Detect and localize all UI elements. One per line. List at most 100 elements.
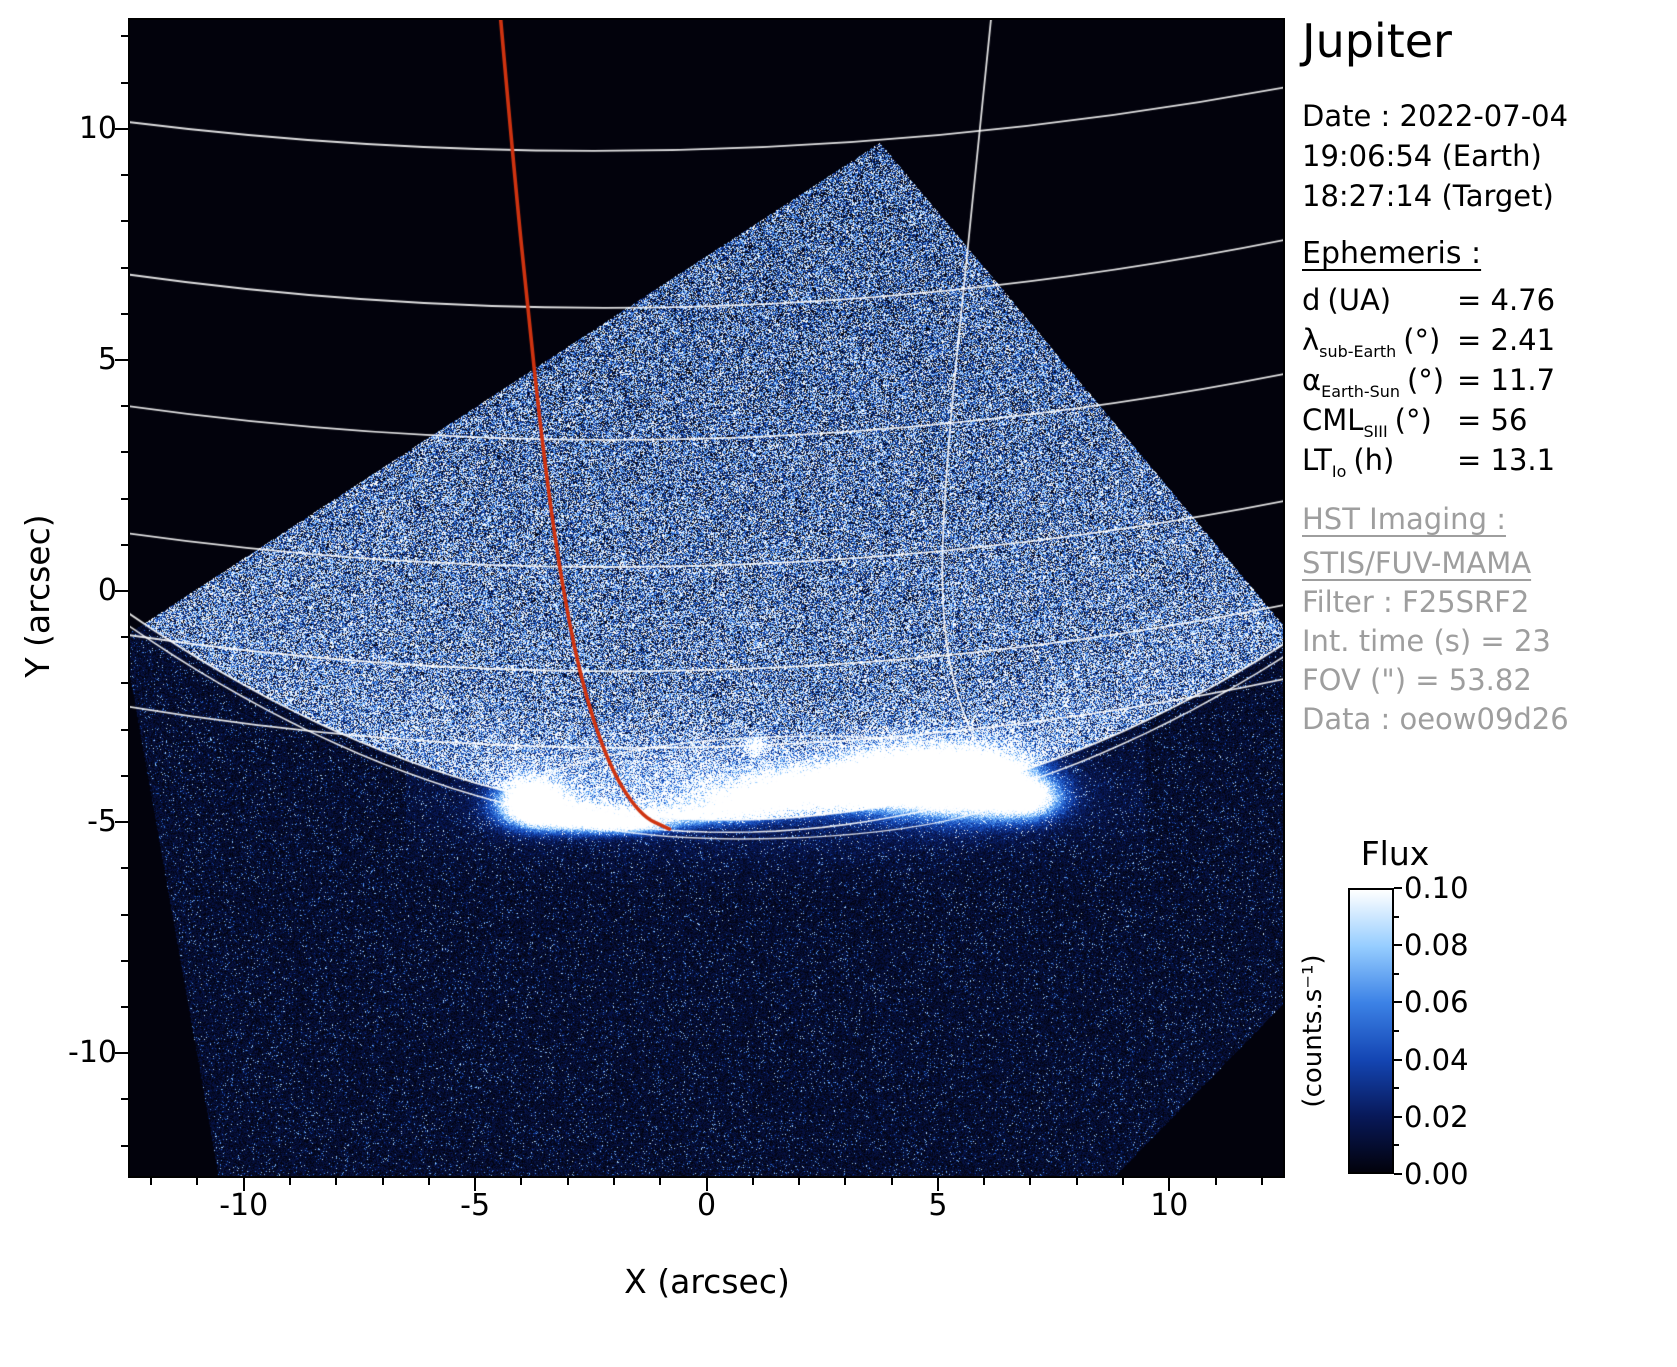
x-tick xyxy=(1214,1178,1217,1185)
x-tick xyxy=(1168,1178,1171,1191)
x-tick xyxy=(844,1178,847,1185)
page-title: Jupiter xyxy=(1302,14,1452,68)
x-tick xyxy=(890,1178,893,1185)
colorbar-minor-tick xyxy=(1394,1087,1399,1090)
y-tick xyxy=(121,867,128,870)
y-tick xyxy=(121,81,128,84)
ephemeris-label: LTIo (h) xyxy=(1302,443,1395,481)
colorbar-tick xyxy=(1394,1058,1402,1061)
y-tick xyxy=(121,35,128,38)
y-tick xyxy=(121,451,128,454)
colorbar-tick-label: 0.10 xyxy=(1404,871,1469,905)
colorbar-minor-tick xyxy=(1394,1144,1399,1147)
x-tick xyxy=(566,1178,569,1185)
x-tick xyxy=(983,1178,986,1185)
x-tick xyxy=(520,1178,523,1185)
y-tick xyxy=(121,959,128,962)
colorbar-tick-label: 0.08 xyxy=(1404,928,1469,963)
x-tick-label: 10 xyxy=(1150,1188,1189,1223)
hst-imaging-heading: HST Imaging : xyxy=(1302,502,1506,536)
time-target-line: 18:27:14 (Target) xyxy=(1302,179,1554,213)
time-earth-line: 19:06:54 (Earth) xyxy=(1302,139,1542,173)
x-tick xyxy=(705,1178,708,1191)
x-tick xyxy=(1122,1178,1125,1185)
ephemeris-label: d (UA) xyxy=(1302,283,1392,317)
x-tick-label: -5 xyxy=(460,1188,491,1223)
jupiter-fuv-image xyxy=(128,18,1285,1178)
x-tick xyxy=(474,1178,477,1191)
x-tick xyxy=(936,1178,939,1191)
ephemeris-value: = 2.41 xyxy=(1457,323,1556,357)
y-tick-label: -10 xyxy=(68,1035,117,1071)
y-tick xyxy=(121,1006,128,1008)
ephemeris-label: αEarth-Sun (°) xyxy=(1302,363,1445,401)
colorbar-gradient xyxy=(1348,888,1394,1174)
x-tick xyxy=(288,1178,291,1185)
hst-filter: Filter : F25SRF2 xyxy=(1302,585,1530,619)
colorbar-tick-label: 0.04 xyxy=(1404,1042,1469,1077)
x-tick xyxy=(751,1178,754,1185)
x-tick xyxy=(242,1178,245,1191)
x-tick xyxy=(381,1178,384,1185)
y-tick xyxy=(115,590,128,593)
x-tick-label: -10 xyxy=(219,1188,269,1223)
colorbar-tick-label: 0.00 xyxy=(1404,1157,1469,1191)
y-tick xyxy=(121,1144,128,1147)
y-tick-label: -5 xyxy=(87,804,117,840)
ephemeris-heading: Ephemeris : xyxy=(1302,236,1482,271)
ephemeris-label: λsub-Earth (°) xyxy=(1302,323,1441,361)
y-tick xyxy=(121,266,128,269)
ephemeris-row-cml: CMLSIII (°) = 56 xyxy=(1302,400,1555,441)
y-tick xyxy=(121,543,128,546)
y-tick xyxy=(121,405,128,408)
x-tick xyxy=(1029,1178,1032,1185)
y-tick xyxy=(121,728,128,731)
ephemeris-value: = 56 xyxy=(1457,403,1528,437)
colorbar-tick xyxy=(1394,1001,1402,1004)
x-tick-label: 5 xyxy=(928,1188,948,1223)
y-tick-label: 0 xyxy=(97,573,117,609)
hst-fov: FOV (") = 53.82 xyxy=(1302,663,1532,697)
y-tick xyxy=(121,636,128,639)
x-axis-label: X (arcsec) xyxy=(624,1262,790,1301)
colorbar-tick xyxy=(1394,1115,1402,1118)
y-tick-label: 5 xyxy=(97,341,117,377)
x-tick xyxy=(427,1178,430,1185)
y-tick xyxy=(115,127,128,130)
colorbar-minor-tick xyxy=(1394,972,1399,975)
ephemeris-value: = 13.1 xyxy=(1457,443,1556,477)
ephemeris-row-lambda: λsub-Earth (°) = 2.41 xyxy=(1302,320,1556,361)
hst-int-time: Int. time (s) = 23 xyxy=(1302,624,1551,658)
y-tick xyxy=(121,174,128,177)
ephemeris-value: = 11.7 xyxy=(1457,363,1556,397)
ephemeris-table: d (UA) = 4.76 λsub-Earth (°) = 2.41 αEarth… xyxy=(1302,280,1556,481)
colorbar-tick xyxy=(1394,1173,1402,1175)
hst-data-id: Data : oeow09d26 xyxy=(1302,702,1569,736)
colorbar-tick-label: 0.06 xyxy=(1404,985,1469,1020)
y-tick xyxy=(121,774,128,777)
hst-instrument: STIS/FUV-MAMA xyxy=(1302,546,1532,580)
y-tick xyxy=(115,821,128,824)
x-tick xyxy=(196,1178,199,1185)
ephemeris-row-alpha: αEarth-Sun (°) = 11.7 xyxy=(1302,360,1556,401)
colorbar-minor-tick xyxy=(1394,915,1399,918)
x-tick xyxy=(798,1178,801,1185)
x-tick xyxy=(612,1178,615,1185)
date-line: Date : 2022-07-04 xyxy=(1302,99,1569,133)
x-tick-label: 0 xyxy=(696,1188,717,1223)
ephemeris-value: = 4.76 xyxy=(1457,283,1556,317)
x-tick xyxy=(659,1178,662,1185)
y-tick xyxy=(115,1052,128,1055)
y-tick xyxy=(121,220,128,223)
y-tick xyxy=(115,358,128,361)
y-tick-label: 10 xyxy=(78,110,117,146)
ephemeris-row-distance: d (UA) = 4.76 xyxy=(1302,280,1555,320)
colorbar-unit: (counts.s⁻¹) xyxy=(1298,954,1328,1108)
y-tick xyxy=(121,682,128,685)
observation-datetime: Date : 2022-07-04 19:06:54 (Earth) 18:27… xyxy=(1302,96,1568,216)
x-tick xyxy=(1075,1178,1078,1185)
colorbar-tick xyxy=(1394,887,1402,889)
x-tick xyxy=(335,1178,338,1185)
y-tick xyxy=(121,913,128,916)
